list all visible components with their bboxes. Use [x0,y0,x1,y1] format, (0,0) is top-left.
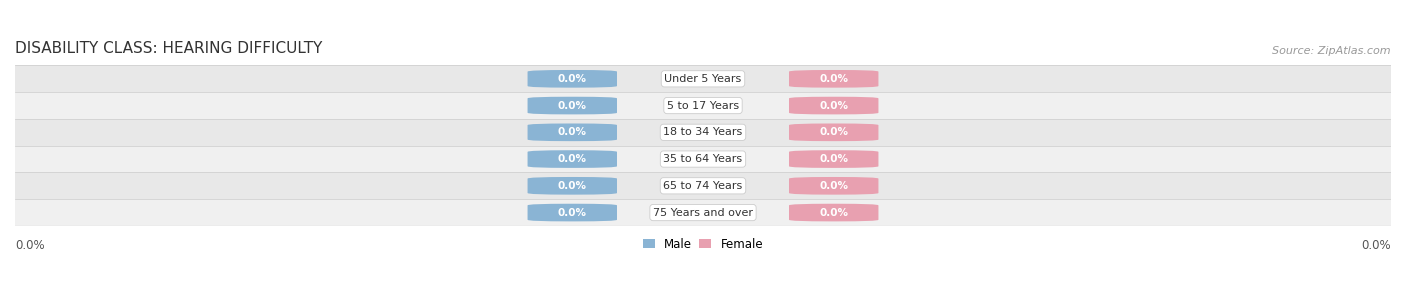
FancyBboxPatch shape [789,97,879,114]
Text: 0.0%: 0.0% [558,74,586,84]
FancyBboxPatch shape [527,70,617,88]
Bar [15,172,1391,199]
Text: 0.0%: 0.0% [558,154,586,164]
Text: 0.0%: 0.0% [820,208,848,217]
Text: 0.0%: 0.0% [820,74,848,84]
Text: 0.0%: 0.0% [558,208,586,217]
Text: Source: ZipAtlas.com: Source: ZipAtlas.com [1272,46,1391,56]
Bar [15,66,1391,92]
Text: 0.0%: 0.0% [820,154,848,164]
FancyBboxPatch shape [527,97,617,114]
Bar [15,146,1391,172]
FancyBboxPatch shape [789,150,879,168]
Text: 35 to 64 Years: 35 to 64 Years [664,154,742,164]
Text: 0.0%: 0.0% [820,181,848,191]
Text: 0.0%: 0.0% [820,101,848,111]
Text: 0.0%: 0.0% [558,127,586,137]
Text: 0.0%: 0.0% [558,101,586,111]
Text: 18 to 34 Years: 18 to 34 Years [664,127,742,137]
FancyBboxPatch shape [527,150,617,168]
Text: 75 Years and over: 75 Years and over [652,208,754,217]
FancyBboxPatch shape [527,204,617,221]
FancyBboxPatch shape [789,177,879,195]
FancyBboxPatch shape [527,124,617,141]
Bar [15,92,1391,119]
Text: Under 5 Years: Under 5 Years [665,74,741,84]
FancyBboxPatch shape [789,124,879,141]
Text: 0.0%: 0.0% [15,239,45,252]
Text: 0.0%: 0.0% [820,127,848,137]
Text: 65 to 74 Years: 65 to 74 Years [664,181,742,191]
Text: 0.0%: 0.0% [558,181,586,191]
FancyBboxPatch shape [789,204,879,221]
Text: DISABILITY CLASS: HEARING DIFFICULTY: DISABILITY CLASS: HEARING DIFFICULTY [15,41,322,56]
Bar [15,119,1391,146]
Text: 0.0%: 0.0% [1361,239,1391,252]
Legend: Male, Female: Male, Female [638,233,768,255]
Text: 5 to 17 Years: 5 to 17 Years [666,101,740,111]
FancyBboxPatch shape [789,70,879,88]
Bar [15,199,1391,226]
FancyBboxPatch shape [527,177,617,195]
